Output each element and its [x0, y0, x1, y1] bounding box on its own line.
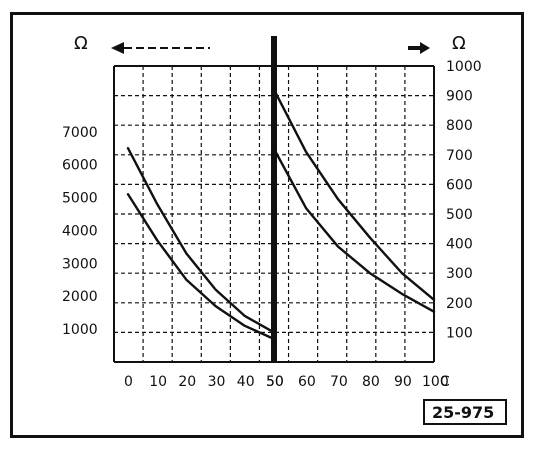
left-series-line-1 — [126, 147, 276, 334]
right-x-tick-label: 70 — [330, 374, 348, 390]
curves-layer — [126, 88, 436, 341]
right-arrow-head — [420, 42, 430, 54]
right-x-tick-label: 80 — [362, 374, 380, 390]
left-y-tick-label: 3000 — [62, 256, 98, 272]
right-x-tick-label: 50 — [266, 374, 284, 390]
left-y-tick-label: 7000 — [62, 125, 98, 141]
axis-labels-layer: 1000200030004000500060007000100200300400… — [62, 59, 482, 390]
left-arrow-head — [111, 42, 124, 54]
right-x-tick-label: 90 — [394, 374, 412, 390]
left-x-tick-label: 0 — [124, 374, 133, 390]
left-y-tick-label: 2000 — [62, 289, 98, 305]
right-y-tick-label: 200 — [446, 296, 473, 312]
left-unit-label: Ω — [74, 33, 88, 54]
top-labels: Ω Ω — [74, 33, 466, 54]
right-y-tick-label: 900 — [446, 89, 473, 105]
chart-frame — [10, 12, 524, 438]
right-x-tick-label: 60 — [298, 374, 316, 390]
left-series-line-2 — [126, 193, 276, 341]
right-y-tick-label: 300 — [446, 266, 473, 282]
chart-code-box: 25-975 — [423, 399, 507, 425]
right-y-tick-label: 100 — [446, 325, 473, 341]
grid-layer — [113, 36, 435, 363]
left-x-tick-label: 50 — [266, 374, 284, 390]
right-y-tick-label: 600 — [446, 177, 473, 193]
right-y-tick-label: 800 — [446, 118, 473, 134]
right-series-line-1 — [272, 88, 436, 302]
left-x-tick-label: 10 — [149, 374, 167, 390]
left-x-tick-label: 40 — [237, 374, 255, 390]
left-x-tick-label: 30 — [208, 374, 226, 390]
left-y-tick-label: 5000 — [62, 191, 98, 207]
right-y-tick-label: 700 — [446, 148, 473, 164]
right-x-tick-label: 100 — [422, 374, 449, 390]
right-series-line-2 — [272, 147, 436, 313]
right-y-tick-label: 500 — [446, 207, 473, 223]
right-y-tick-label: 1000 — [446, 59, 482, 75]
right-unit-label: Ω — [452, 33, 466, 54]
chart-code-rect — [423, 399, 507, 425]
right-y-tick-label: 400 — [446, 237, 473, 253]
x-unit-label: C — [440, 374, 450, 390]
left-x-tick-label: 20 — [178, 374, 196, 390]
left-y-tick-label: 1000 — [62, 322, 98, 338]
left-y-tick-label: 6000 — [62, 158, 98, 174]
left-y-tick-label: 4000 — [62, 223, 98, 239]
chart-code-text: 25-975 — [432, 403, 494, 422]
